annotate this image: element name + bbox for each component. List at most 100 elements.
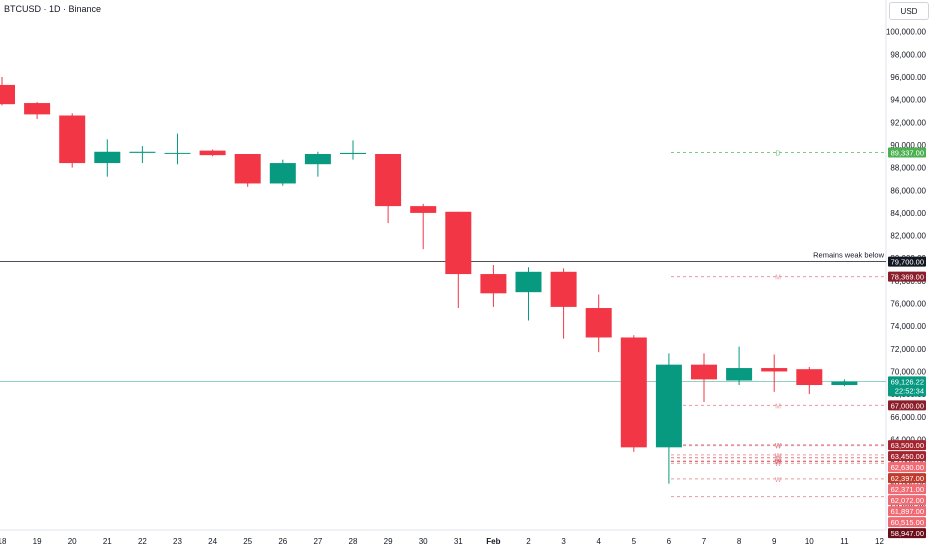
level-price-badge: 62,371.00 [891,485,924,494]
candle[interactable] [796,366,823,395]
candle-body [199,150,226,156]
x-tick-label: 8 [737,537,742,546]
currency-selector[interactable]: USD [889,2,929,20]
level-letter: D [775,150,780,157]
candle-body [445,211,472,275]
y-tick-label: 64,000.00 [890,435,926,444]
level-letter: W [775,456,782,463]
y-tick-label: 84,000.00 [890,209,926,218]
x-tick-label: 12 [875,537,884,546]
y-tick-label: 96,000.00 [890,73,926,82]
candle[interactable] [340,140,366,160]
x-tick-label: 25 [243,537,252,546]
y-tick-label: 76,000.00 [890,300,926,309]
candle[interactable] [515,267,542,321]
x-tick-label: 6 [667,537,672,546]
candle-body [269,163,296,184]
candle[interactable] [585,294,612,353]
candle[interactable] [445,211,472,309]
candles-group[interactable] [0,77,858,484]
x-tick-label: 21 [103,537,112,546]
y-tick-label: 70,000.00 [890,367,926,376]
candle-body [726,368,753,381]
resistance-line-label: Remains weak below [813,251,884,260]
candle-body [340,152,366,155]
x-tick-label: 10 [805,537,814,546]
candle-body [0,84,15,105]
resistance-price-badge: 79,700.00 [891,258,924,267]
candle[interactable] [304,151,331,177]
x-tick-label: 27 [313,537,322,546]
candle[interactable] [234,154,261,187]
candle[interactable] [199,149,226,157]
x-tick-label: 18 [0,537,7,546]
level-price-badge-bg [888,506,926,517]
candle-body [94,151,121,164]
candle[interactable] [59,113,86,168]
candle-body [831,381,858,386]
x-tick-label: 30 [419,537,428,546]
candle-body [585,308,612,338]
x-tick-label: 9 [772,537,777,546]
x-tick-label: 19 [33,537,42,546]
y-tick-label: 82,000.00 [890,232,926,241]
level-letter: W [775,444,782,451]
x-tick-label: 29 [384,537,393,546]
level-letter: W [775,477,782,484]
candle[interactable] [24,101,51,119]
x-tick-label: 31 [454,537,463,546]
y-tick-label: 72,000.00 [890,345,926,354]
level-price-badge-bg [888,495,926,506]
candle[interactable] [0,77,15,106]
candle[interactable] [550,268,577,339]
candle-body [480,274,507,294]
level-price-badge: 89,337.00 [891,148,924,157]
candle[interactable] [164,133,191,165]
level-price-badge: 63,450.00 [891,452,924,461]
candle[interactable] [831,379,858,387]
y-tick-label: 86,000.00 [890,186,926,195]
level-letter: M [775,403,781,410]
x-tick-label: 2 [526,537,531,546]
candle-body [304,154,331,165]
x-tick-label: 26 [278,537,287,546]
level-price-badge-bg [888,400,926,411]
candle[interactable] [726,346,753,386]
candle-body [234,154,261,184]
level-price-badge-bg [888,451,926,462]
x-tick-label: 7 [702,537,707,546]
candle-body [24,103,51,115]
level-price-badge: 61,897.00 [891,507,924,516]
x-tick-label: 5 [632,537,637,546]
price-badges-group: 89,337.00 79,700.00 78,369.00 69,126.2222:5… [888,147,926,539]
candle[interactable] [655,353,682,484]
candle[interactable] [480,265,507,307]
time-scale[interactable]: 1819202122232425262728293031Feb234567891… [0,537,884,546]
x-tick-label: Feb [486,537,500,546]
candle[interactable] [620,335,647,452]
candle-body [515,271,542,293]
candle-body [59,115,86,164]
candle-body [620,337,647,448]
level-letter: W [775,443,782,450]
candle[interactable] [94,139,121,177]
x-tick-label: 4 [596,537,601,546]
candle[interactable] [761,354,788,392]
candle[interactable] [375,154,402,224]
last-price-badge-countdown: 22:52:34 [895,386,924,395]
x-tick-label: 22 [138,537,147,546]
level-price-badge-bg [888,528,926,539]
resistance-price-badge-bg [888,256,926,267]
last-price-badge-bg [888,376,926,397]
candle[interactable] [410,203,437,250]
candle[interactable] [269,159,296,186]
candle[interactable] [691,353,717,403]
level-price-badge: 63,500.00 [891,441,924,450]
x-tick-label: 11 [840,537,849,546]
candle-body [129,151,156,153]
candle[interactable] [129,146,156,164]
level-price-badge-bg [888,517,926,528]
symbol-title[interactable]: BTCUSD · 1D · Binance [4,4,102,14]
